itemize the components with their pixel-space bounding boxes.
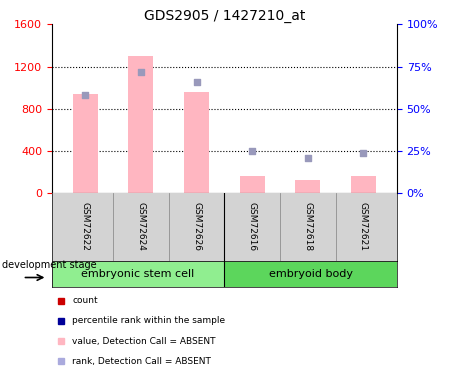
Bar (239, 176, 265, 193)
Text: GSM72621: GSM72621 (359, 202, 368, 251)
Bar (129, 56, 153, 193)
Bar (225, 261, 397, 287)
Text: GSM72616: GSM72616 (248, 202, 257, 251)
Point (304, 154, 312, 160)
Text: GSM72618: GSM72618 (304, 202, 313, 251)
Bar (351, 176, 376, 193)
Text: percentile rank within the sample: percentile rank within the sample (73, 316, 226, 326)
Text: GSM72622: GSM72622 (81, 202, 90, 251)
Text: rank, Detection Call = ABSENT: rank, Detection Call = ABSENT (73, 357, 211, 366)
Point (82, 92, 89, 98)
Bar (52, 261, 225, 287)
Text: GSM72626: GSM72626 (192, 202, 201, 251)
Bar (184, 92, 209, 193)
Title: GDS2905 / 1427210_at: GDS2905 / 1427210_at (144, 9, 305, 23)
Bar (73, 94, 98, 193)
Text: embryonic stem cell: embryonic stem cell (82, 269, 195, 279)
Text: development stage: development stage (2, 260, 97, 270)
Point (249, 148, 256, 154)
Point (137, 69, 144, 75)
Text: count: count (73, 296, 98, 305)
Text: GSM72624: GSM72624 (136, 202, 145, 251)
Text: embryoid body: embryoid body (269, 269, 353, 279)
Point (360, 150, 367, 156)
Bar (295, 180, 320, 193)
Point (193, 79, 200, 85)
Text: value, Detection Call = ABSENT: value, Detection Call = ABSENT (73, 336, 216, 345)
